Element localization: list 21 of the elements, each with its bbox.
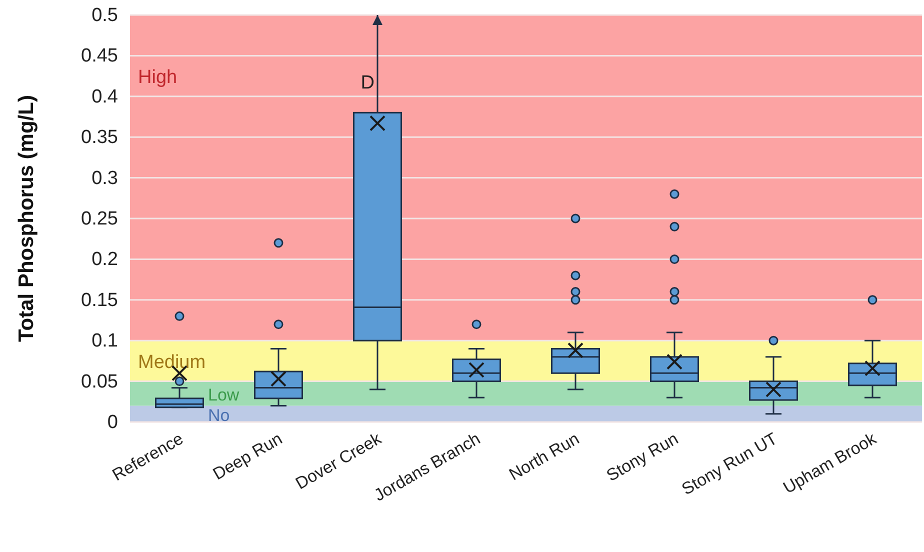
band-label: Medium [138, 352, 206, 373]
annotation: D [360, 72, 374, 94]
y-tick-label: 0.35 [81, 127, 118, 148]
x-tick-label: North Run [506, 429, 582, 484]
y-tick-label: 0.1 [92, 330, 118, 352]
y-tick-label: 0.2 [92, 249, 118, 270]
band-label: High [138, 67, 178, 88]
y-tick-label: 0.5 [92, 5, 118, 26]
y-tick-label: 0.4 [92, 86, 118, 108]
y-tick-label: 0.15 [81, 290, 118, 311]
y-tick-label: 0.45 [81, 46, 118, 67]
y-tick-label: 0.3 [92, 168, 118, 189]
y-tick-label: 0.05 [81, 371, 118, 392]
x-tick-label: Deep Run [210, 429, 286, 484]
band-label: No [208, 406, 230, 425]
y-axis-title: Total Phosphorus (mg/L) [15, 95, 38, 342]
y-tick-label: 0.25 [81, 208, 118, 230]
x-tick-label: Stony Run [603, 429, 682, 486]
x-tick-label: Stony Run UT [678, 429, 780, 499]
band-label: Low [208, 386, 240, 405]
y-tick-label: 0 [107, 412, 118, 433]
